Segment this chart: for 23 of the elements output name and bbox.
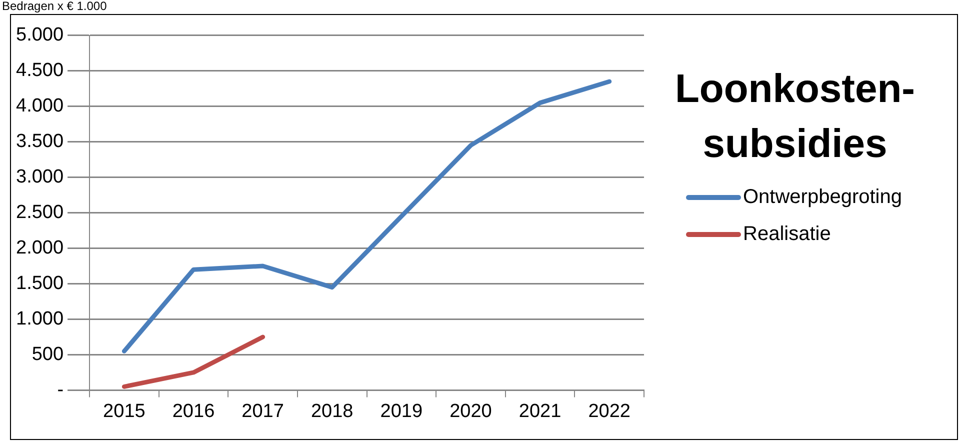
x-tick-label: 2015 (103, 400, 146, 422)
x-tick-label: 2022 (588, 400, 630, 422)
legend-label: Realisatie (743, 223, 831, 246)
y-tick-label: 2.000 (16, 238, 64, 259)
x-tick-label: 2019 (380, 400, 423, 422)
y-tick-label: 3.000 (16, 166, 64, 188)
text: Loonkosten-subsidies (674, 66, 916, 168)
x-tick-label: 2020 (450, 400, 492, 422)
y-tick-label: 1.000 (16, 308, 64, 330)
x-tick-label: 2016 (172, 400, 215, 422)
x-tick-label: 2017 (242, 400, 284, 422)
text: Bedragen x € 1.000 (2, 0, 107, 13)
x-tick-label: 2018 (310, 400, 354, 422)
y-tick-label: - (57, 379, 64, 400)
y-tick-label: 1.500 (16, 272, 64, 294)
y-tick-label: 3.500 (16, 131, 64, 152)
y-tick-label: 2.500 (16, 202, 64, 224)
y-tick-label: 5.000 (16, 24, 64, 46)
x-tick-label: 2021 (518, 400, 562, 422)
y-tick-label: 4.000 (16, 96, 64, 117)
y-tick-label: 500 (32, 344, 64, 365)
y-tick-label: 4.500 (16, 60, 64, 82)
legend-label: Ontwerpbegroting (743, 186, 902, 209)
